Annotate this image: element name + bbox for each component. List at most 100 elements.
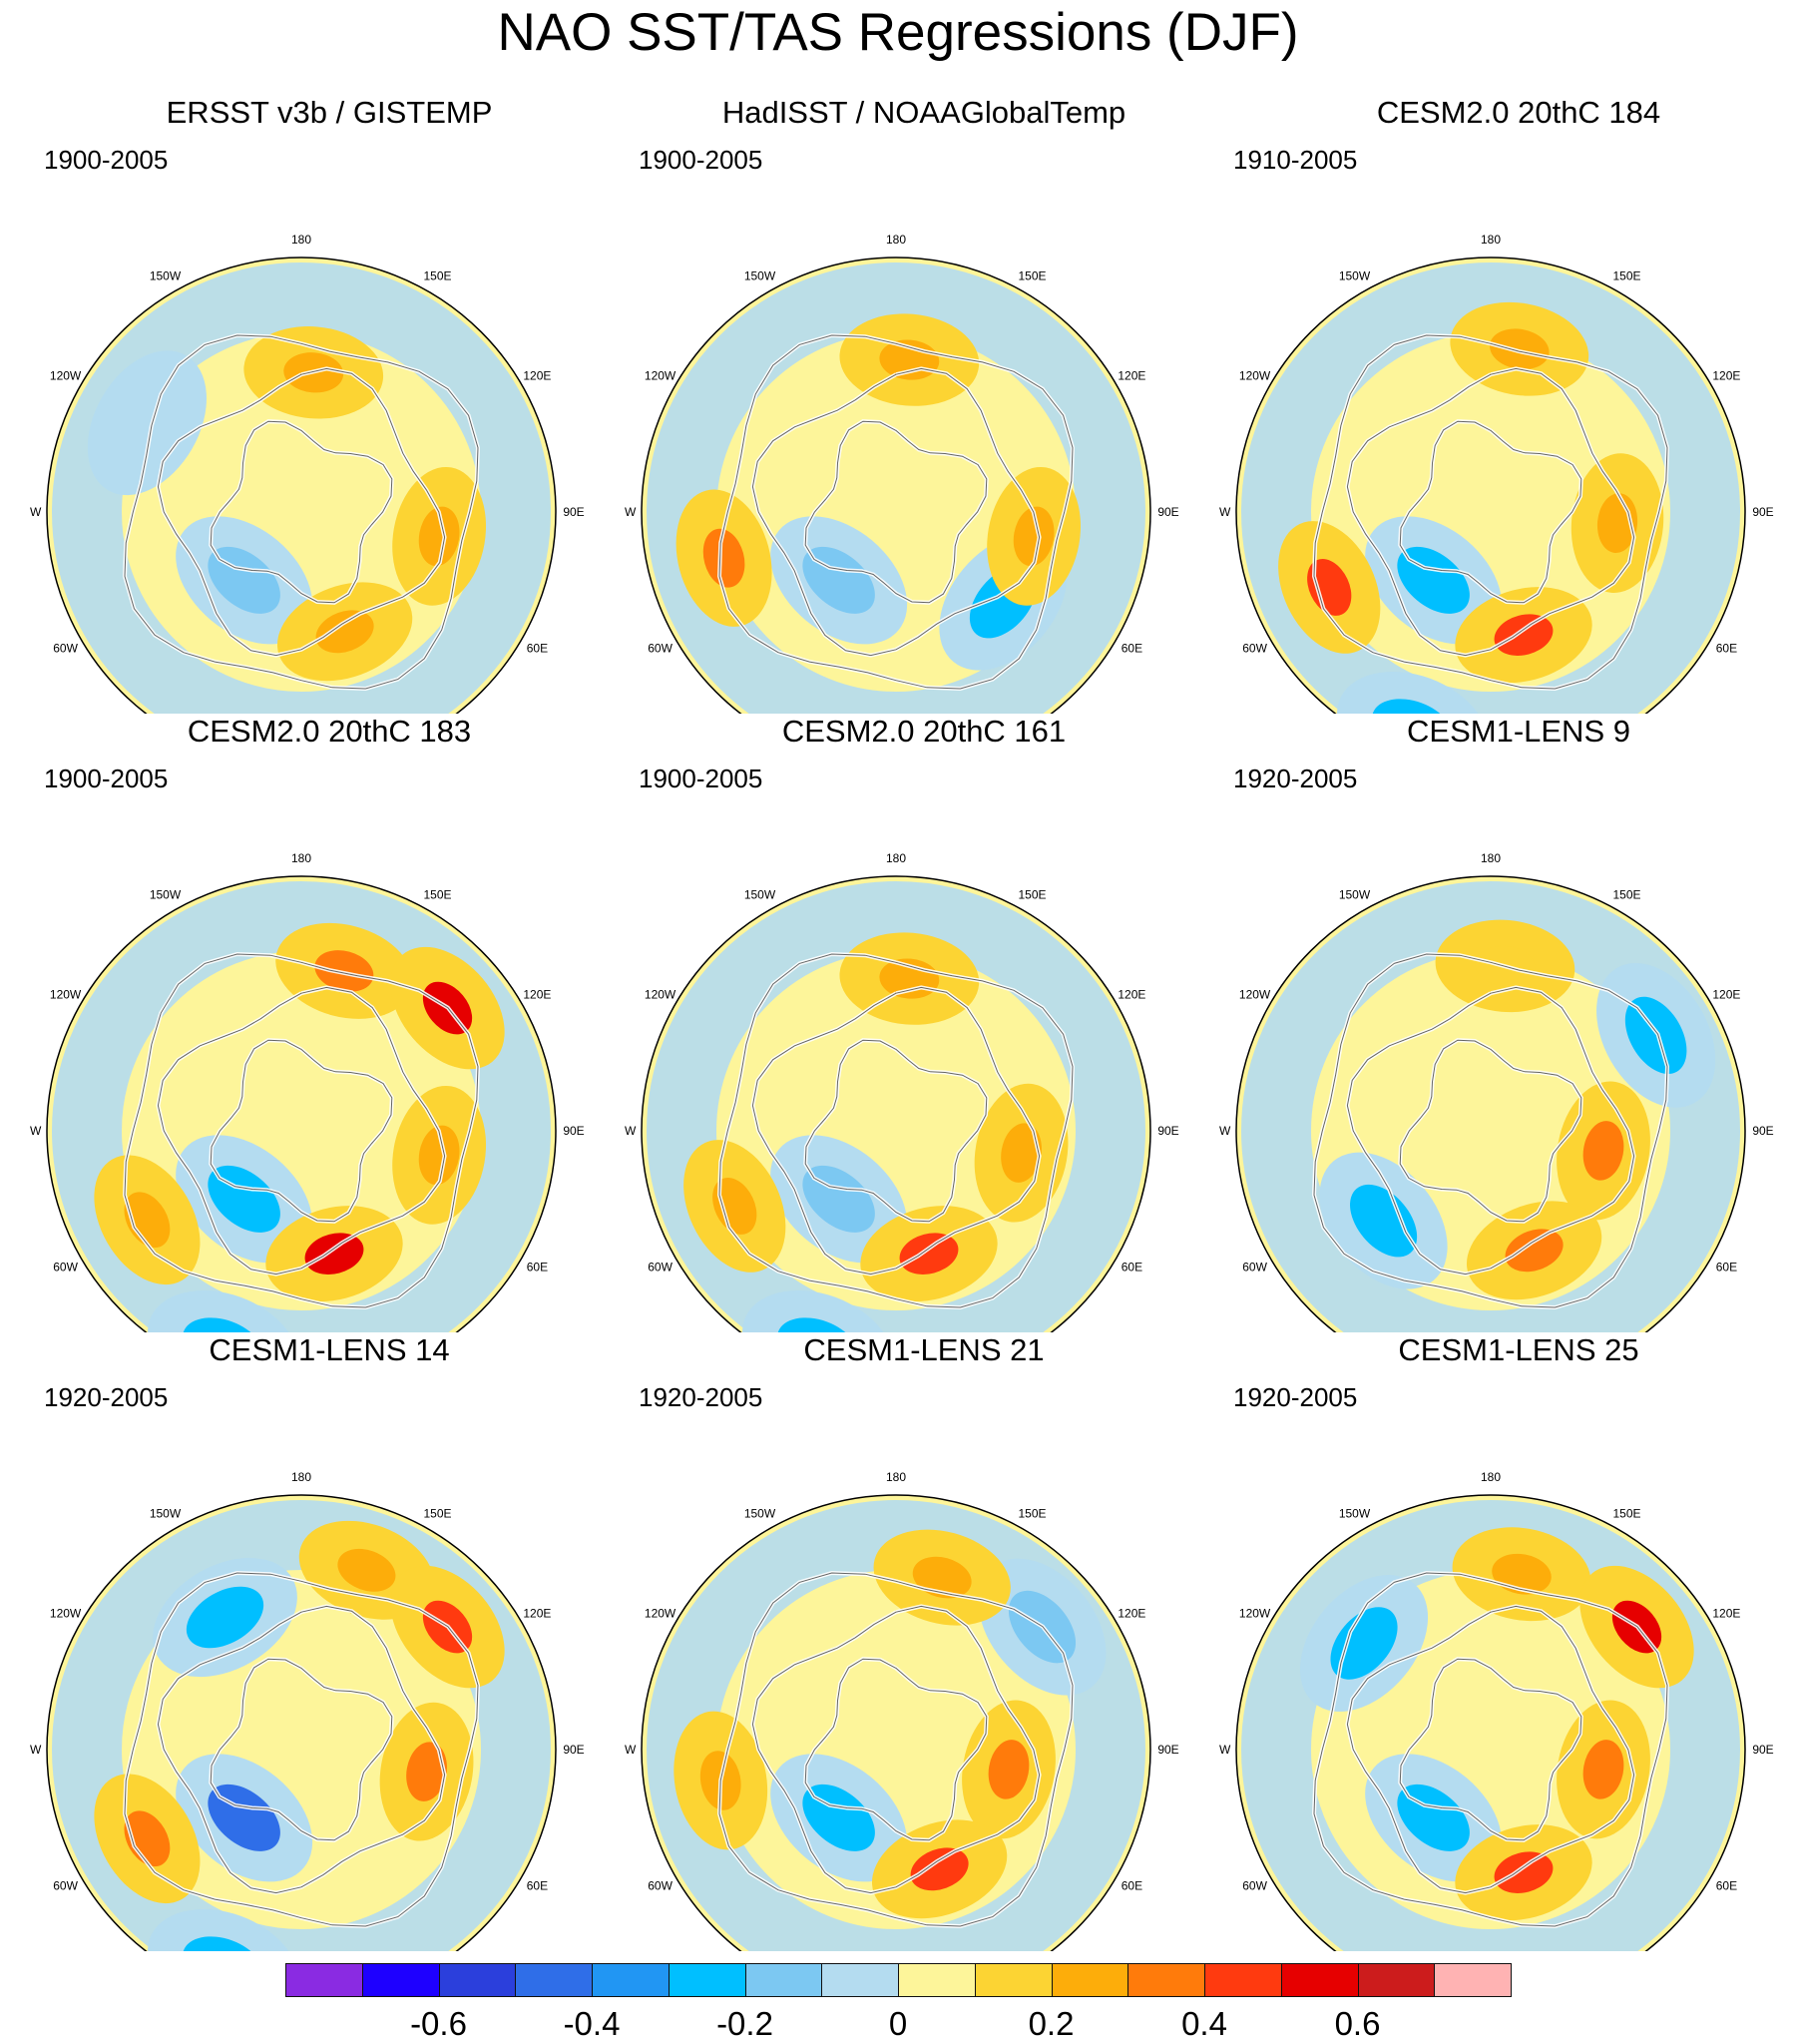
longitude-label: 120W [645, 369, 676, 383]
colorbar-swatch [515, 1963, 593, 1997]
coastline-ink [1313, 1572, 1668, 1927]
longitude-label: 90W [30, 1743, 42, 1757]
longitude-label: 60E [1716, 1879, 1737, 1893]
coastline-ink [718, 953, 1074, 1308]
cold-anomaly-core [116, 384, 179, 462]
longitude-label: 150W [1339, 269, 1371, 283]
longitude-label: 150W [150, 1507, 182, 1521]
longitude-label: 90W [625, 505, 637, 519]
longitude-label: 120W [1239, 988, 1271, 1002]
figure-title: NAO SST/TAS Regressions (DJF) [497, 3, 1299, 62]
warm-anomaly-core [702, 528, 745, 588]
warm-anomaly-core [1013, 506, 1055, 567]
colorbar-swatch [285, 1963, 363, 1997]
longitude-label: 120W [50, 1607, 82, 1621]
panel-title: ERSST v3b / GISTEMP [166, 95, 493, 130]
colorbar-tick-label: 0.6 [1334, 2005, 1381, 2042]
warm-anomaly-core [712, 1177, 757, 1235]
cold-anomaly-core [1624, 996, 1687, 1075]
warm-anomaly-core [418, 1125, 460, 1186]
longitude-label: 150E [423, 269, 451, 283]
longitude-label: 90W [625, 1743, 637, 1757]
panel-title: CESM1-LENS 9 [1407, 714, 1630, 749]
longitude-label: 90E [1157, 505, 1178, 519]
map-panel: 030E60E90E120E150E180150W120W90W60W30WCE… [625, 1332, 1223, 1951]
longitude-label: 60E [527, 1879, 548, 1893]
warm-anomaly-core [988, 1740, 1030, 1799]
cold-anomaly-core [186, 1586, 264, 1649]
field-ring [647, 262, 1145, 714]
longitude-label: 60W [53, 1879, 78, 1893]
longitude-label: 150E [1612, 269, 1640, 283]
polar-map: 030E60E90E120E150E180150W120W90W60W30W [1219, 851, 1774, 1332]
colorbar-swatch [744, 1963, 823, 1997]
longitude-label: 120W [1239, 369, 1271, 383]
warm-anomaly-core [315, 610, 374, 654]
warm-anomaly-core [1582, 1121, 1624, 1181]
cold-anomaly [742, 1289, 893, 1332]
panel-period: 1920-2005 [44, 1382, 169, 1412]
longitude-label: 60E [1716, 1261, 1737, 1275]
warm-anomaly-core [1505, 1229, 1564, 1273]
longitude-label: 150W [150, 269, 182, 283]
longitude-label: 60W [53, 642, 78, 656]
colorbar: -0.6 -0.4 -0.2 0 0.2 0.4 0.6 [285, 1963, 1512, 2043]
longitude-label: 120E [1118, 369, 1145, 383]
panel-period: 1900-2005 [639, 764, 763, 793]
map-border [641, 875, 1151, 1332]
panel-period: 1920-2005 [639, 1382, 763, 1412]
colorbar-swatch [1051, 1963, 1129, 1997]
panel-title: CESM1-LENS 14 [209, 1332, 450, 1367]
longitude-label: 60E [527, 1261, 548, 1275]
longitude-label: 120W [645, 988, 676, 1002]
longitude-label: 180 [886, 1470, 906, 1484]
map-border [1235, 256, 1746, 714]
longitude-label: 90W [625, 1124, 637, 1138]
longitude-label: 90E [563, 1124, 584, 1138]
map-panel: 030E60E90E120E150E180150W120W90W60W30WER… [30, 95, 629, 714]
longitude-label: 90W [30, 505, 42, 519]
colorbar-swatch [592, 1963, 670, 1997]
longitude-label: 150W [744, 888, 776, 902]
panel-period: 1900-2005 [44, 145, 169, 175]
cold-anomaly [148, 1289, 298, 1332]
cold-anomaly-core [183, 1317, 263, 1332]
warm-anomaly-core [124, 1810, 171, 1867]
colorbar-swatch [1280, 1963, 1359, 1997]
longitude-label: 60W [648, 642, 673, 656]
panel-period: 1920-2005 [1233, 1382, 1358, 1412]
longitude-label: 60W [53, 1261, 78, 1275]
longitude-label: 150E [1018, 269, 1046, 283]
longitude-label: 90E [1157, 1743, 1178, 1757]
longitude-label: 120W [50, 988, 82, 1002]
longitude-label: 60E [1122, 642, 1142, 656]
longitude-label: 180 [291, 233, 311, 247]
longitude-label: 150E [1612, 1507, 1640, 1521]
colorbar-swatch [974, 1963, 1053, 1997]
coastline-ink [124, 1572, 479, 1927]
longitude-label: 60W [1242, 1879, 1267, 1893]
map-border [641, 1494, 1151, 1951]
coastline-ink [1313, 953, 1668, 1308]
map-border [1235, 1494, 1746, 1951]
longitude-label: 180 [1481, 233, 1501, 247]
longitude-label: 150E [1612, 888, 1640, 902]
longitude-label: 120E [523, 1607, 551, 1621]
colorbar-tick-label: -0.2 [716, 2005, 773, 2042]
panel-title: CESM2.0 20thC 183 [187, 714, 472, 749]
longitude-label: 120E [1118, 988, 1145, 1002]
longitude-label: 120E [1712, 988, 1740, 1002]
longitude-label: 90E [1752, 1124, 1773, 1138]
longitude-label: 150E [1018, 1507, 1046, 1521]
longitude-label: 60W [1242, 1261, 1267, 1275]
panel-title: CESM1-LENS 21 [803, 1332, 1045, 1367]
cold-anomaly [1337, 671, 1488, 714]
longitude-label: 90W [1219, 505, 1231, 519]
longitude-label: 90W [1219, 1124, 1231, 1138]
longitude-label: 180 [886, 233, 906, 247]
longitude-label: 60E [1122, 1879, 1142, 1893]
longitude-label: 180 [291, 851, 311, 865]
longitude-label: 90E [1752, 505, 1773, 519]
map-border [46, 256, 557, 714]
warm-anomaly-core [1494, 614, 1554, 656]
